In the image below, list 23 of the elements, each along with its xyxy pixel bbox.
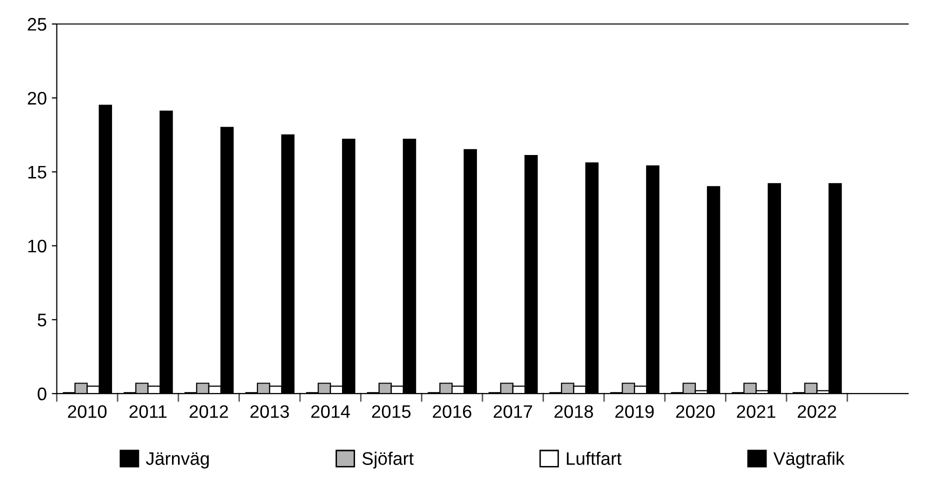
x-tick-label: 2015 bbox=[372, 405, 411, 418]
x-tick-label: 2014 bbox=[311, 405, 350, 418]
x-tick-label: 2011 bbox=[129, 405, 167, 418]
x-tick-label: 2013 bbox=[250, 405, 289, 418]
y-tick-label: 15 bbox=[28, 166, 46, 179]
y-tick-label: 5 bbox=[38, 314, 46, 326]
legend-label: Sjöfart bbox=[362, 452, 414, 469]
x-tick-label: 2020 bbox=[676, 405, 715, 418]
legend-label: Järnväg bbox=[146, 452, 209, 469]
y-tick-label: 10 bbox=[28, 240, 46, 252]
legend-label: Vägtrafik bbox=[773, 452, 845, 469]
x-tick-label: 2018 bbox=[554, 405, 593, 418]
legend-label: Luftfart bbox=[566, 452, 622, 465]
x-tick-label: 2017 bbox=[494, 405, 532, 418]
x-tick-label: 2012 bbox=[190, 405, 228, 418]
x-tick-label: 2021 bbox=[736, 405, 776, 418]
y-tick-label: 20 bbox=[28, 92, 46, 105]
x-tick-label: 2010 bbox=[68, 405, 107, 418]
x-tick-label: 2016 bbox=[432, 405, 472, 418]
y-tick-label: 0 bbox=[38, 388, 46, 400]
x-tick-label: 2019 bbox=[615, 405, 654, 418]
y-tick-label: 25 bbox=[28, 18, 46, 31]
x-tick-label: 2022 bbox=[798, 405, 836, 418]
